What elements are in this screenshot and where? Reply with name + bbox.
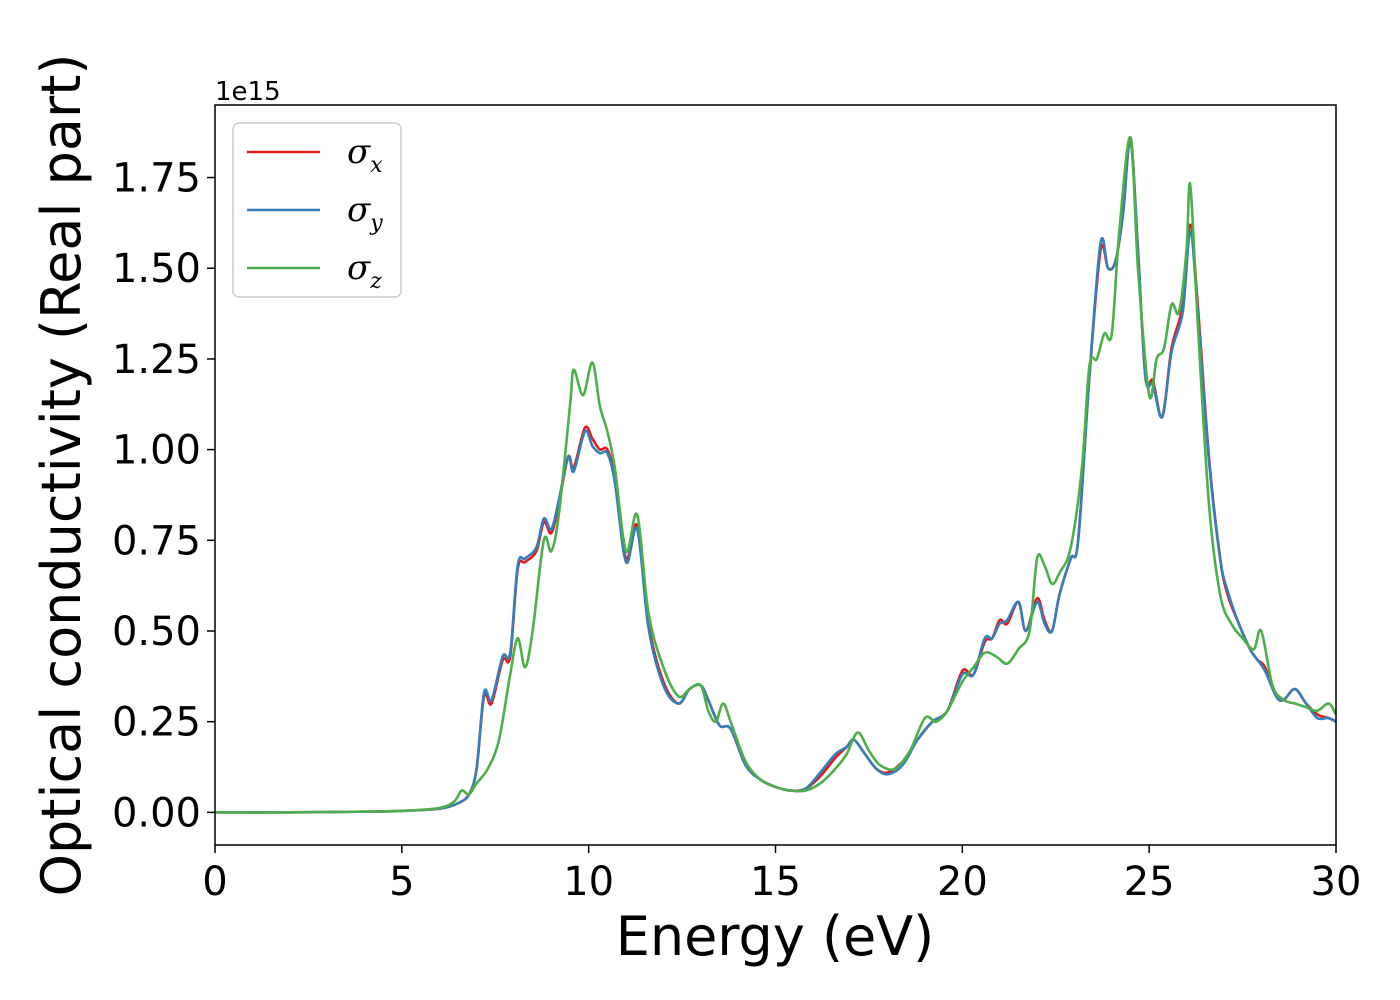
y-tick-label: 1.75 [112, 156, 201, 202]
legend-label-sigma-x: σx [347, 132, 383, 178]
x-tick-label: 5 [389, 859, 414, 905]
x-tick-label: 20 [937, 859, 988, 905]
y-tick-label: 0.75 [112, 518, 201, 564]
series-line-sigma-z [215, 136, 1336, 814]
legend-label-sigma-z: σz [347, 248, 382, 294]
legend: σx σy σz [232, 122, 402, 298]
y-axis-label: Optical conductivity (Real part) [30, 54, 93, 897]
x-tick-label: 30 [1311, 859, 1362, 905]
x-tick-label: 25 [1124, 859, 1175, 905]
y-tick-label: 0.50 [112, 609, 201, 655]
legend-label-sigma-y: σy [347, 190, 383, 236]
series-line-sigma-y [215, 139, 1336, 814]
x-tick-label: 0 [202, 859, 227, 905]
x-axis-label: Energy (eV) [616, 905, 935, 968]
y-tick-label: 1.25 [112, 337, 201, 383]
x-tick-label: 10 [563, 859, 614, 905]
y-tick-label: 1.00 [112, 428, 201, 474]
y-tick-label: 1.50 [112, 246, 201, 292]
y-offset-label: 1e15 [215, 77, 281, 107]
y-tick-label: 0.00 [112, 790, 201, 836]
y-tick-label: 0.25 [112, 700, 201, 746]
x-tick-label: 15 [750, 859, 801, 905]
